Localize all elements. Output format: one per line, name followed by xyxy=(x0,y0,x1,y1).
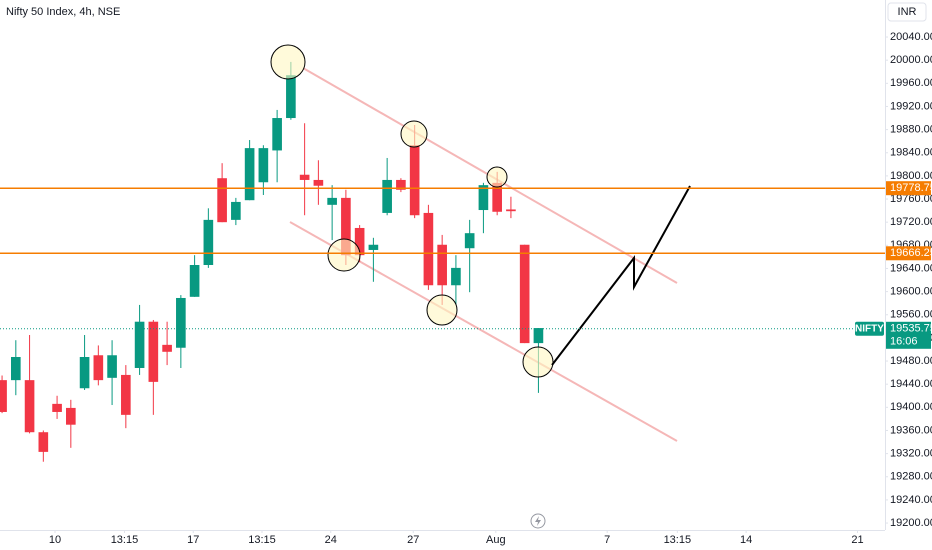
candle-body xyxy=(0,380,7,412)
y-tick-label: 19880.00 xyxy=(890,124,932,136)
y-tick-label: 20000.00 xyxy=(890,54,932,66)
candle-body xyxy=(437,244,447,286)
candle-body xyxy=(217,178,227,223)
y-tick-label: 19480.00 xyxy=(890,355,932,367)
candle-body xyxy=(313,179,324,186)
candle-body xyxy=(506,209,516,212)
candle-body xyxy=(464,233,475,249)
candle-body xyxy=(24,380,35,433)
x-tick-label: 13:15 xyxy=(111,534,139,546)
y-tick-label: 20040.00 xyxy=(890,31,932,43)
candle-body xyxy=(423,212,434,286)
y-tick-label: 19240.00 xyxy=(890,494,932,506)
x-tick-label: Aug xyxy=(486,534,506,546)
circle-annotation xyxy=(400,120,428,148)
projection-path xyxy=(551,185,691,366)
candle-body xyxy=(299,174,310,180)
y-tick-label: 19560.00 xyxy=(890,309,932,321)
x-tick-label: 24 xyxy=(325,534,337,546)
y-tick-label: 19640.00 xyxy=(890,262,932,274)
circle-annotation xyxy=(486,166,508,188)
y-tick-label: 19600.00 xyxy=(890,286,932,298)
y-tick-label: 19440.00 xyxy=(890,378,932,390)
candle-body xyxy=(492,182,502,212)
price-label-box xyxy=(886,181,931,196)
currency-button[interactable] xyxy=(887,2,927,22)
y-tick-label: 19760.00 xyxy=(890,193,932,205)
candle-body xyxy=(519,244,530,344)
x-tick-label: 14 xyxy=(740,534,752,546)
x-tick-label: 13:15 xyxy=(248,534,276,546)
candle-body xyxy=(286,75,296,119)
y-tick-label: 19800.00 xyxy=(890,170,932,182)
candle-body xyxy=(341,197,351,256)
x-tick-label: 17 xyxy=(187,534,199,546)
candle-body xyxy=(244,148,255,201)
candles xyxy=(0,61,544,462)
candle-body xyxy=(148,321,159,382)
event-icon xyxy=(535,516,541,526)
last-price-label: 19535.75 xyxy=(890,323,932,335)
candle-body xyxy=(66,407,76,425)
x-tick-label: 21 xyxy=(851,534,863,546)
candle-body xyxy=(79,356,90,389)
candle-body xyxy=(176,297,186,348)
candle-body xyxy=(258,148,269,183)
y-tick-label: 19960.00 xyxy=(890,77,932,89)
x-tick-label: 27 xyxy=(407,534,419,546)
candle-body xyxy=(231,201,241,220)
price-label: 19666.25 xyxy=(890,247,932,259)
circle-annotation xyxy=(426,294,458,326)
symbol-box xyxy=(855,321,884,336)
y-tick-label: 19280.00 xyxy=(890,471,932,483)
annotations xyxy=(270,44,691,529)
y-tick-label: 19840.00 xyxy=(890,147,932,159)
x-tick-label: 13:15 xyxy=(664,534,692,546)
price-label: 19778.75 xyxy=(890,182,932,194)
candle-body xyxy=(162,344,172,352)
circle-annotation xyxy=(522,346,554,378)
chart-title: Nifty 50 Index, 4h, NSE xyxy=(6,6,120,18)
candle-body xyxy=(38,432,49,452)
y-tick-label: 19360.00 xyxy=(890,424,932,436)
symbol-label: NIFTY xyxy=(855,323,884,334)
y-tick-label: 19400.00 xyxy=(890,401,932,413)
candle-body xyxy=(11,356,21,381)
last-price-box xyxy=(886,321,931,349)
candle-body xyxy=(533,328,544,344)
circle-annotation xyxy=(327,238,361,272)
x-tick-label: 7 xyxy=(604,534,610,546)
y-tick-label: 19720.00 xyxy=(890,216,932,228)
event-icon xyxy=(530,513,546,529)
candle-body xyxy=(354,227,365,256)
candle-body xyxy=(134,321,145,368)
candle-body xyxy=(189,265,200,297)
candle-body xyxy=(382,179,392,213)
last-time-label: 16:06 xyxy=(890,336,918,348)
candle-body xyxy=(52,403,62,412)
x-tick-label: 10 xyxy=(49,534,61,546)
candle-body xyxy=(368,244,379,250)
circle-annotation xyxy=(270,44,306,80)
y-tick-label: 19320.00 xyxy=(890,448,932,460)
candle-body xyxy=(327,197,337,205)
price-label-box xyxy=(886,246,931,261)
candle-body xyxy=(451,267,461,286)
candle-body xyxy=(409,145,420,216)
currency-label[interactable]: INR xyxy=(898,6,917,18)
y-tick-label: 19920.00 xyxy=(890,100,932,112)
candle-body xyxy=(107,355,117,378)
y-tick-label: 19200.00 xyxy=(890,517,932,529)
candle-body xyxy=(93,355,104,381)
candle-body xyxy=(203,219,214,265)
candle-body xyxy=(478,185,489,211)
candle-body xyxy=(121,374,131,415)
candle-body xyxy=(272,118,282,151)
candle-body xyxy=(396,179,406,190)
